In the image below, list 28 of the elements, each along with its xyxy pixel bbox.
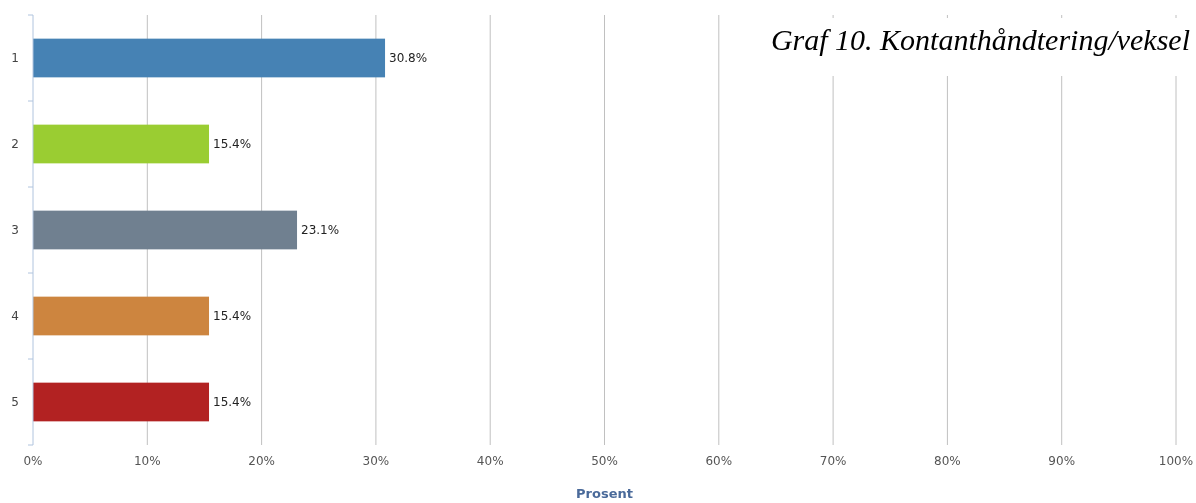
x-tick-label: 30% (362, 454, 390, 468)
x-axis-title: Prosent (576, 486, 633, 501)
bar (33, 38, 386, 78)
chart-title: Graf 10. Kontanthåndtering/veksel (770, 23, 1190, 56)
y-tick-label: 4 (11, 309, 19, 324)
x-tick-label: 70% (819, 454, 847, 468)
bar (33, 296, 210, 336)
data-label: 23.1% (301, 223, 340, 238)
x-tick-label: 100% (1158, 454, 1194, 468)
x-tick-label: 40% (476, 454, 504, 468)
data-label: 15.4% (213, 309, 252, 324)
data-label: 15.4% (213, 137, 252, 152)
data-label: 30.8% (389, 51, 428, 66)
bar (33, 124, 210, 164)
bar (33, 210, 298, 250)
x-tick-label: 0% (23, 454, 43, 468)
y-tick-label: 2 (11, 137, 19, 152)
x-tick-label: 10% (133, 454, 161, 468)
bar (33, 382, 210, 422)
y-tick-label: 3 (11, 223, 19, 238)
x-tick-label: 80% (934, 454, 961, 468)
data-label: 15.4% (213, 395, 252, 410)
y-tick-label: 5 (11, 395, 19, 410)
x-tick-label: 50% (591, 454, 618, 468)
x-tick-label: 20% (248, 454, 275, 468)
x-tick-label: 90% (1048, 454, 1076, 468)
y-tick-label: 1 (11, 51, 19, 66)
x-tick-label: 60% (705, 454, 733, 468)
